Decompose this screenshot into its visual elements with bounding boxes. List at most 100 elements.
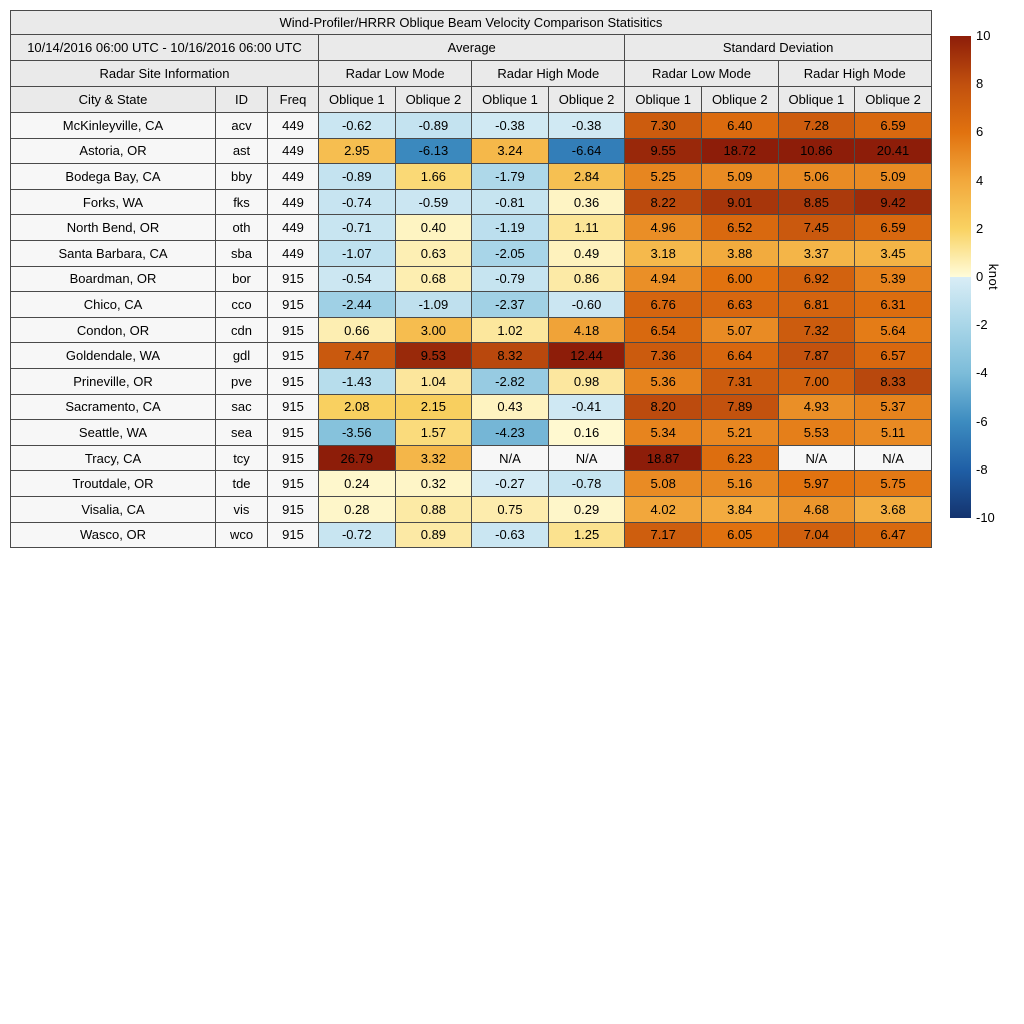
colorbar-tick-label: 2 (976, 220, 984, 236)
cell-value: 6.23 (700, 444, 779, 472)
cell-value: 5.11 (854, 419, 932, 446)
cell-value: 5.97 (777, 470, 856, 497)
col-header-oblique: Oblique 1 (318, 86, 396, 113)
cell-value: -6.64 (547, 137, 626, 165)
cell-city: Bodega Bay, CA (10, 163, 216, 190)
cell-value: 0.16 (547, 419, 626, 446)
cell-value: N/A (854, 444, 932, 472)
cell-value: 1.57 (394, 419, 473, 446)
cell-value: 5.37 (854, 393, 932, 421)
cell-value: 4.68 (777, 495, 856, 523)
cell-city: Wasco, OR (10, 521, 216, 549)
col-header-city-state: City & State (10, 86, 216, 113)
cell-value: 6.64 (700, 342, 779, 369)
cell-freq: 915 (267, 521, 319, 549)
cell-value: 7.32 (777, 316, 856, 344)
cell-value: 6.00 (700, 265, 779, 293)
colorbar-tick-label: 0 (976, 269, 984, 284)
table-row: Astoria, OR ast 449 2.95 -6.13 3.24 -6.64 9.55 1… (10, 137, 932, 165)
cell-value: -4.23 (471, 419, 549, 446)
cell-value: 8.22 (624, 188, 702, 216)
cell-value: -0.81 (471, 188, 549, 216)
table-row: Bodega Bay, CA bby 449 -0.89 1.66 -1.79 2.84 5.… (10, 163, 932, 190)
cell-value: 0.75 (471, 495, 549, 523)
cell-value: -0.38 (471, 112, 549, 139)
cell-freq: 915 (267, 444, 319, 472)
cell-value: 9.42 (854, 188, 932, 216)
col-header-oblique: Oblique 2 (547, 86, 626, 113)
cell-value: -6.13 (394, 137, 473, 165)
cell-value: 6.05 (700, 521, 779, 549)
cell-value: 3.37 (777, 239, 856, 267)
table-row: Goldendale, WA gdl 915 7.47 9.53 8.32 12.44 7.3… (10, 342, 932, 369)
cell-freq: 915 (267, 291, 319, 318)
cell-value: 4.02 (624, 495, 702, 523)
colorbar-unit-label: knot (986, 263, 1001, 291)
table-body: McKinleyville, CA acv 449 -0.62 -0.89 -0.38 -0… (10, 112, 932, 549)
cell-value: 0.43 (471, 393, 549, 421)
cell-value: -0.41 (547, 393, 626, 421)
cell-id: gdl (215, 342, 268, 369)
cell-value: 1.11 (547, 214, 626, 241)
cell-value: -1.79 (471, 163, 549, 190)
cell-value: 3.88 (700, 239, 779, 267)
cell-value: 9.53 (394, 342, 473, 369)
cell-freq: 449 (267, 137, 319, 165)
cell-value: 26.79 (318, 444, 396, 472)
cell-value: -0.89 (394, 112, 473, 139)
cell-value: 2.15 (394, 393, 473, 421)
cell-city: Goldendale, WA (10, 342, 216, 369)
cell-value: 5.21 (700, 419, 779, 446)
cell-value: -3.56 (318, 419, 396, 446)
cell-freq: 449 (267, 112, 319, 139)
cell-value: 7.89 (700, 393, 779, 421)
cell-id: oth (215, 214, 268, 241)
table-row: North Bend, OR oth 449 -0.71 0.40 -1.19 1.11 4.… (10, 214, 932, 241)
cell-city: Boardman, OR (10, 265, 216, 293)
cell-value: 7.28 (777, 112, 856, 139)
cell-value: -0.89 (318, 163, 396, 190)
colorbar-tick-label: -2 (976, 317, 988, 333)
cell-value: 20.41 (854, 137, 932, 165)
cell-value: N/A (471, 444, 549, 472)
mode-header-std-low: Radar Low Mode (624, 60, 779, 87)
table-title: Wind-Profiler/HRRR Oblique Beam Velocity… (10, 10, 932, 35)
cell-id: ast (215, 137, 268, 165)
cell-id: sac (215, 393, 268, 421)
colorbar-tick-label: 6 (976, 124, 984, 140)
cell-freq: 915 (267, 367, 319, 395)
cell-value: 1.02 (471, 316, 549, 344)
cell-value: -0.74 (318, 188, 396, 216)
cell-value: 3.32 (394, 444, 473, 472)
cell-city: Sacramento, CA (10, 393, 216, 421)
cell-value: 0.24 (318, 470, 396, 497)
cell-value: 6.47 (854, 521, 932, 549)
cell-value: 7.17 (624, 521, 702, 549)
cell-value: 5.07 (700, 316, 779, 344)
colorbar-tick-label: 4 (976, 172, 984, 188)
cell-value: 0.32 (394, 470, 473, 497)
cell-value: 0.89 (394, 521, 473, 549)
cell-value: 7.30 (624, 112, 702, 139)
col-header-oblique: Oblique 2 (854, 86, 932, 113)
cell-freq: 915 (267, 316, 319, 344)
cell-value: 6.52 (700, 214, 779, 241)
table-row: Troutdale, OR tde 915 0.24 0.32 -0.27 -0.78 5.0… (10, 470, 932, 497)
table-row: Chico, CA cco 915 -2.44 -1.09 -2.37 -0.60 6.76 6… (10, 291, 932, 318)
cell-id: tde (215, 470, 268, 497)
cell-value: 2.08 (318, 393, 396, 421)
colorbar-tick-label: 8 (976, 76, 984, 92)
cell-value: 0.88 (394, 495, 473, 523)
cell-city: North Bend, OR (10, 214, 216, 241)
stats-table: Wind-Profiler/HRRR Oblique Beam Velocity… (10, 10, 932, 549)
colorbar-tick-label: -8 (976, 461, 988, 477)
cell-value: -0.63 (471, 521, 549, 549)
cell-value: 6.92 (777, 265, 856, 293)
cell-freq: 915 (267, 265, 319, 293)
cell-id: cdn (215, 316, 268, 344)
cell-value: 5.39 (854, 265, 932, 293)
cell-value: 3.84 (700, 495, 779, 523)
cell-value: 5.64 (854, 316, 932, 344)
cell-value: 4.18 (547, 316, 626, 344)
